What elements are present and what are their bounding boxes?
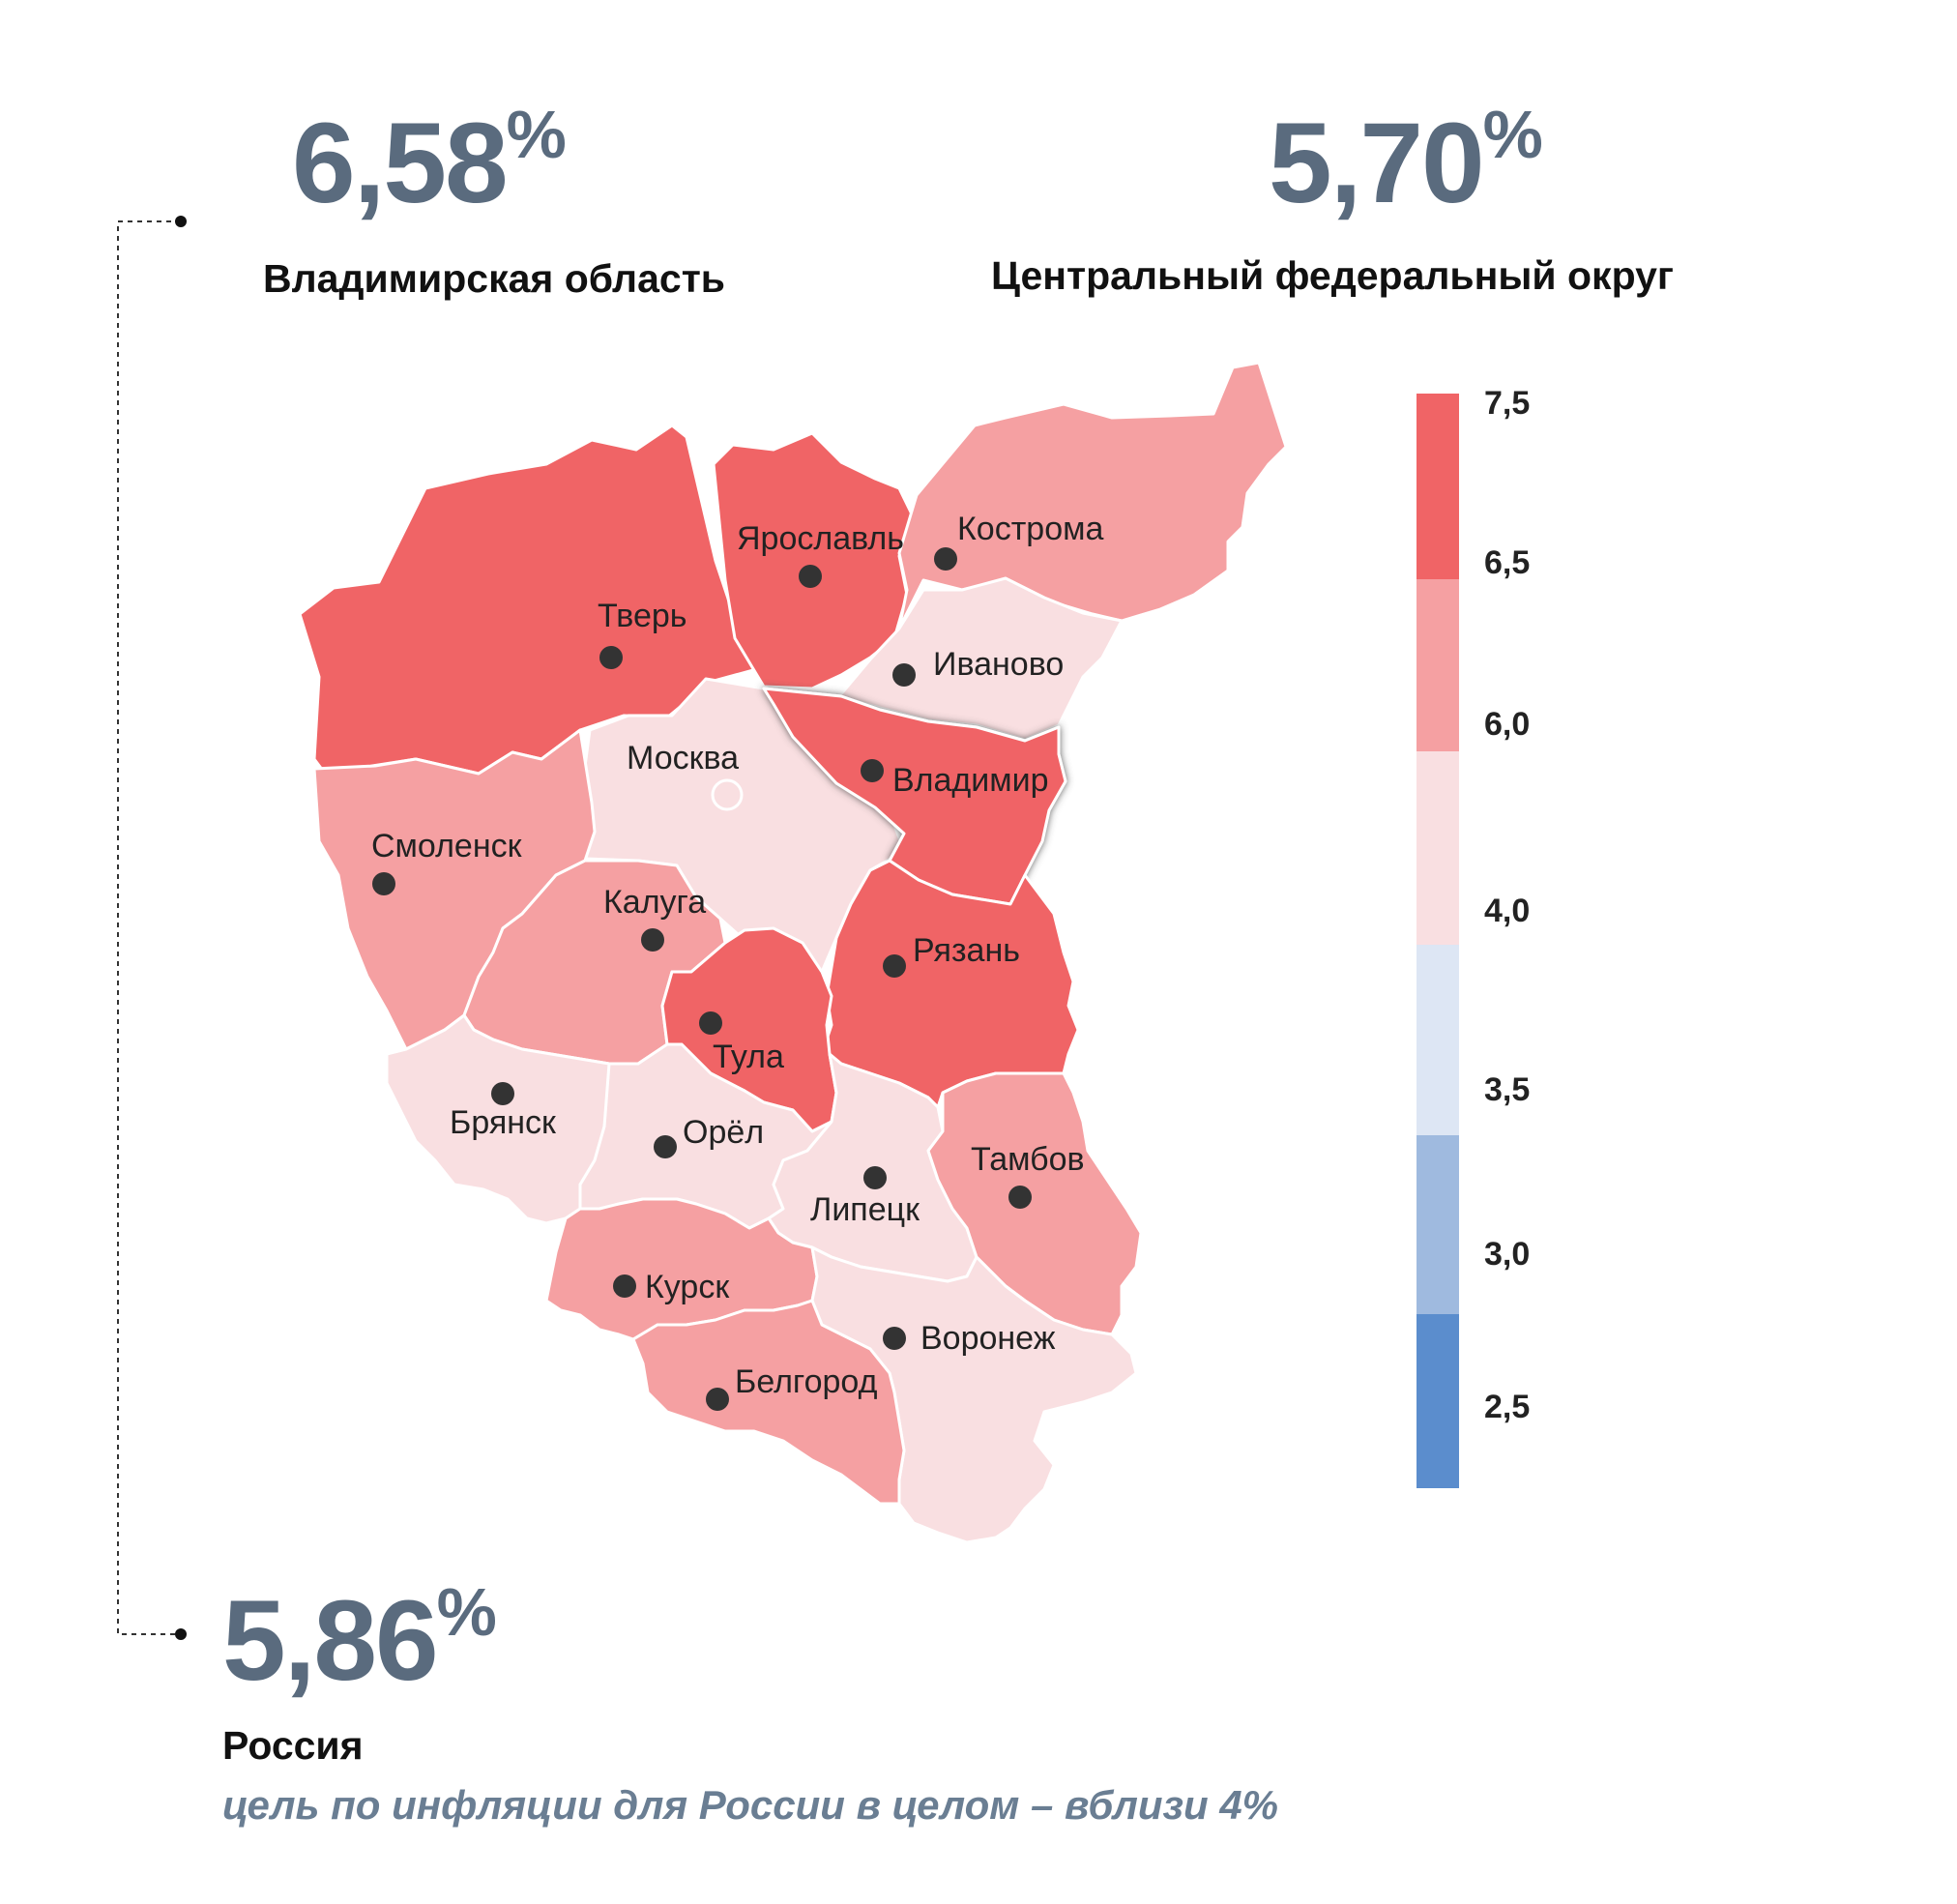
label-moscow: Москва xyxy=(627,740,739,776)
region-value: 6,58 xyxy=(292,100,509,227)
city-dot-kaluga xyxy=(641,928,664,952)
city-dot-kursk xyxy=(613,1274,636,1298)
russia-value: 5,86 xyxy=(222,1577,439,1705)
region-kostroma xyxy=(897,361,1288,630)
city-dot-bryansk xyxy=(491,1082,514,1105)
region-label: Владимирская область xyxy=(263,256,725,301)
city-labels: Ярославль Кострома Тверь Иваново Москва … xyxy=(371,511,1103,1400)
city-dot-vladimir xyxy=(861,759,884,782)
label-kaluga: Калуга xyxy=(603,884,706,921)
label-smolensk: Смоленск xyxy=(371,828,523,864)
label-kostroma: Кострома xyxy=(957,511,1103,547)
region-vladimir xyxy=(762,687,1067,906)
region-inflation-value: 6,58% xyxy=(292,101,567,220)
region-belgorod xyxy=(631,1299,906,1506)
city-dot-lipetsk xyxy=(863,1166,887,1189)
label-bryansk: Брянск xyxy=(450,1104,557,1141)
city-dot-tver xyxy=(599,646,623,669)
legend-label-3-0: 3,0 xyxy=(1484,1236,1531,1273)
legend-swatch-35-40 xyxy=(1417,945,1459,1135)
label-voronezh: Воронеж xyxy=(920,1320,1056,1357)
district-unit: % xyxy=(1482,97,1543,172)
label-tambov: Тамбов xyxy=(971,1141,1085,1178)
label-lipetsk: Липецк xyxy=(810,1191,920,1228)
city-dot-voronezh xyxy=(883,1327,906,1350)
label-belgorod: Белгород xyxy=(735,1363,878,1400)
city-dot-yaroslavl xyxy=(799,565,822,588)
city-dot-ivanovo xyxy=(892,663,916,687)
label-vladimir: Владимир xyxy=(892,762,1049,799)
district-value: 5,70 xyxy=(1269,100,1485,227)
region-tambov xyxy=(926,1071,1143,1336)
russia-unit: % xyxy=(436,1574,497,1650)
legend-label-2-5: 2,5 xyxy=(1484,1389,1531,1425)
legend-swatch-65-75 xyxy=(1417,394,1459,579)
label-ryazan: Рязань xyxy=(913,932,1020,969)
district-inflation-value: 5,70% xyxy=(1269,101,1543,220)
label-kursk: Курск xyxy=(645,1269,730,1305)
label-ivanovo: Иваново xyxy=(933,646,1064,683)
legend-swatch-60-65 xyxy=(1417,579,1459,751)
inflation-target-note: цель по инфляции для России в целом – вб… xyxy=(222,1782,1279,1828)
russia-inflation-value: 5,86% xyxy=(222,1578,497,1698)
city-dot-kostroma xyxy=(934,547,957,571)
legend-label-6-0: 6,0 xyxy=(1484,706,1531,743)
moscow-city-marker xyxy=(711,778,744,811)
legend-swatch-40-60 xyxy=(1417,751,1459,945)
label-tver: Тверь xyxy=(598,598,687,634)
legend-swatch-25-30 xyxy=(1417,1314,1459,1488)
city-dot-tula xyxy=(699,1011,722,1035)
city-dot-ryazan xyxy=(883,954,906,978)
label-tula: Тула xyxy=(713,1039,784,1075)
city-dot-smolensk xyxy=(372,872,395,895)
legend-label-7-5: 7,5 xyxy=(1484,385,1531,422)
city-dot-tambov xyxy=(1008,1186,1032,1209)
legend-label-6-5: 6,5 xyxy=(1484,544,1531,581)
label-yaroslavl: Ярославль xyxy=(737,520,904,557)
region-unit: % xyxy=(506,97,567,172)
legend-label-4-0: 4,0 xyxy=(1484,893,1531,929)
district-label: Центральный федеральный округ xyxy=(991,253,1674,298)
city-dot-oryol xyxy=(654,1135,677,1158)
legend-swatch-30-35 xyxy=(1417,1135,1459,1314)
city-dot-belgorod xyxy=(706,1388,729,1411)
russia-label: Россия xyxy=(222,1723,364,1768)
label-oryol: Орёл xyxy=(683,1114,764,1151)
city-dots xyxy=(372,547,1032,1411)
legend-label-3-5: 3,5 xyxy=(1484,1071,1531,1108)
